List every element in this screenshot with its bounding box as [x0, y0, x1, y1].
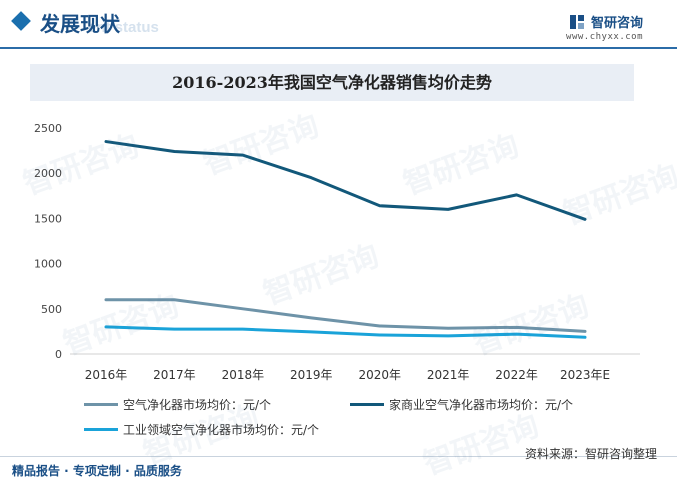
watermark: 智研咨询 — [418, 408, 544, 483]
chart-title-box: 2016-2023年我国空气净化器销售均价走势 — [30, 64, 634, 101]
x-tick-label: 2018年 — [222, 368, 265, 382]
series-line-3 — [104, 325, 587, 339]
x-tick-label: 2016年 — [85, 368, 128, 382]
legend-label: 空气净化器市场均价：元/个 — [123, 398, 272, 412]
series-line-2 — [104, 140, 587, 221]
chart-title: 2016-2023年我国空气净化器销售均价走势 — [172, 73, 492, 92]
x-tick-label: 2023年E — [560, 368, 610, 382]
section-title: 发展现状 — [40, 12, 120, 36]
chyxx-logo-icon — [569, 14, 584, 29]
brand: 智研咨询 — [569, 12, 643, 31]
x-tick-label: 2021年 — [427, 368, 470, 382]
legend-item: 工业领域空气净化器市场均价：元/个 — [84, 421, 319, 438]
legend-item: 家商业空气净化器市场均价：元/个 — [350, 396, 573, 413]
y-tick-label: 0 — [55, 348, 62, 361]
x-tick-label: 2022年 — [495, 368, 538, 382]
y-tick-label: 2500 — [34, 122, 62, 135]
legend-item: 空气净化器市场均价：元/个 — [84, 396, 271, 413]
y-tick-label: 1500 — [34, 212, 62, 225]
header-divider — [0, 47, 677, 49]
brand-name: 智研咨询 — [590, 16, 643, 31]
legend-swatch — [84, 428, 118, 431]
series-line-1 — [104, 298, 587, 333]
y-tick-label: 2000 — [34, 167, 62, 180]
legend-label: 家商业空气净化器市场均价：元/个 — [389, 398, 574, 412]
source-note: 资料来源：智研咨询整理 — [524, 447, 657, 461]
footer-divider — [0, 456, 677, 457]
x-tick-label: 2017年 — [153, 368, 196, 382]
x-tick-label: 2020年 — [358, 368, 401, 382]
footer-tagline: 精品报告 · 专项定制 · 品质服务 — [12, 464, 182, 478]
line-chart: 0 500 1000 1500 2000 2500 2016年 2017年 2018年 2019年… — [34, 122, 640, 382]
x-tick-label: 2019年 — [290, 368, 333, 382]
brand-url: www.chyxx.com — [566, 32, 643, 42]
legend-swatch — [84, 403, 118, 406]
header-ghost-text: ent status — [88, 19, 159, 36]
y-tick-label: 500 — [41, 303, 62, 316]
y-tick-label: 1000 — [34, 258, 62, 271]
legend-label: 工业领域空气净化器市场均价：元/个 — [123, 423, 320, 437]
legend-swatch — [350, 403, 384, 406]
page-header: ent status 发展现状 智研咨询 www.chyxx.com — [0, 0, 677, 50]
